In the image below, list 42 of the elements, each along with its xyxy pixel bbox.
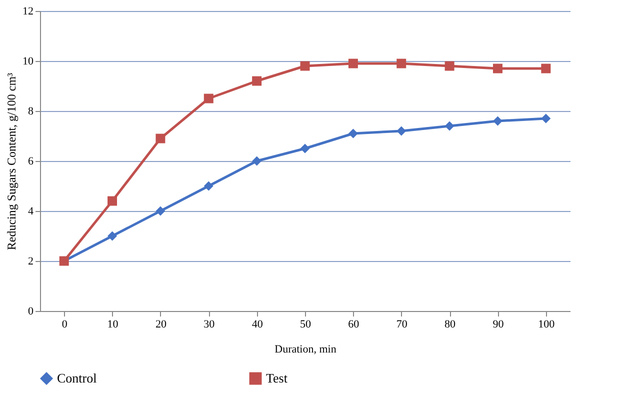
x-tick-label: 50	[300, 318, 312, 330]
x-tick-label: 0	[62, 318, 68, 330]
y-axis-title: Reducing Sugars Content, g/100 cm³	[4, 72, 18, 250]
point	[204, 181, 214, 191]
x-tick-label: 80	[444, 318, 456, 330]
x-tick-label: 90	[492, 318, 504, 330]
legend-label: Test	[266, 370, 288, 386]
point	[541, 114, 551, 124]
y-tick-label: 2	[28, 256, 34, 268]
point	[348, 128, 358, 138]
point	[252, 156, 262, 166]
point	[348, 58, 358, 68]
point	[252, 76, 262, 86]
point	[156, 134, 166, 144]
point	[204, 94, 214, 104]
x-tick-label: 70	[396, 318, 408, 330]
y-tick-label: 6	[28, 156, 34, 168]
x-tick-label: 30	[204, 318, 216, 330]
point	[492, 64, 502, 74]
x-tick-label: 40	[252, 318, 264, 330]
y-tick-label: 4	[28, 206, 34, 218]
y-tick-label: 8	[28, 106, 34, 118]
point	[156, 206, 166, 216]
x-tick-label: 10	[107, 318, 119, 330]
point	[492, 116, 502, 126]
point	[541, 64, 551, 74]
point	[444, 121, 454, 131]
y-tick-label: 12	[22, 6, 34, 18]
point	[300, 144, 310, 154]
point	[300, 61, 310, 71]
x-tick-label: 60	[348, 318, 360, 330]
x-tick-label: 20	[155, 318, 167, 330]
point	[396, 58, 406, 68]
y-tick-label: 10	[22, 56, 34, 68]
point	[396, 126, 406, 136]
point	[108, 196, 118, 206]
x-axis-title: Duration, min	[274, 344, 337, 356]
point	[444, 61, 454, 71]
x-tick-label: 100	[538, 318, 556, 330]
legend-label: Control	[57, 370, 98, 386]
y-tick-label: 0	[28, 306, 34, 318]
point	[108, 231, 118, 241]
